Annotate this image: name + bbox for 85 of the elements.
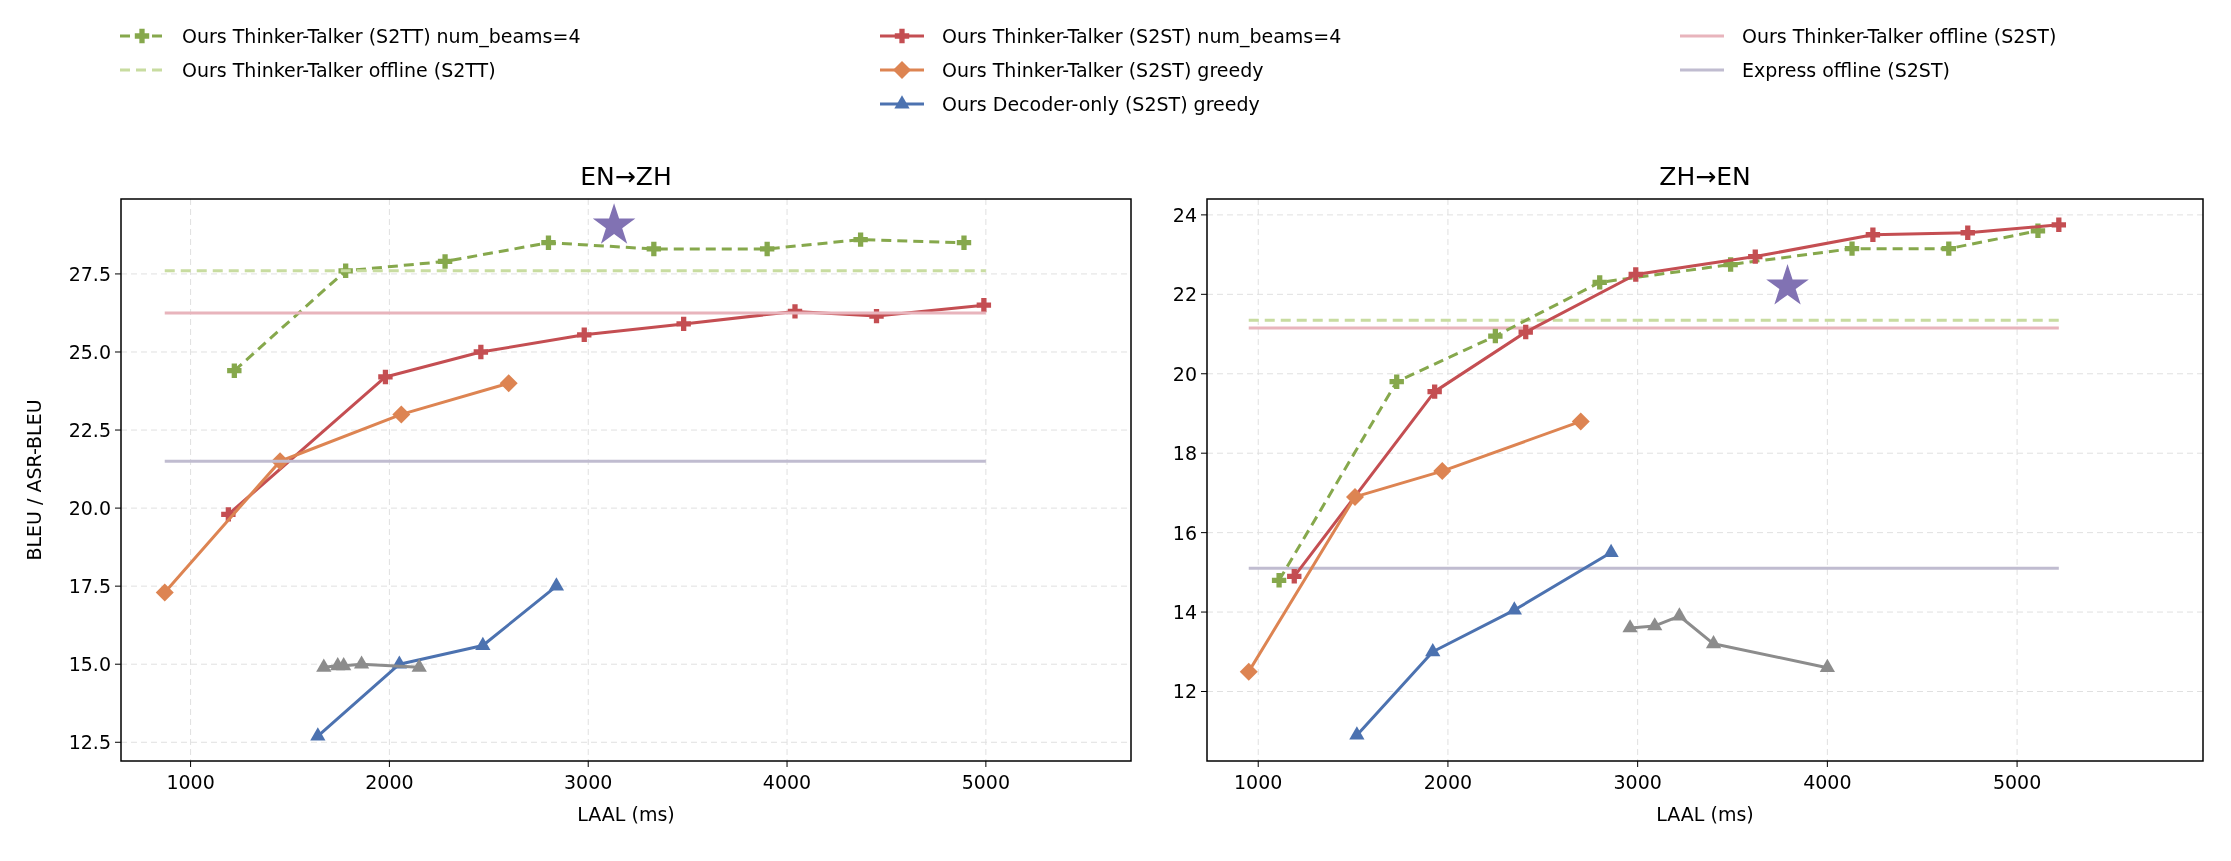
point — [1603, 543, 1619, 557]
point — [1425, 642, 1441, 657]
point — [1705, 635, 1722, 649]
point — [1345, 487, 1364, 506]
point — [1433, 462, 1452, 481]
point — [1865, 227, 1881, 242]
point — [227, 363, 242, 378]
y-tick-label: 18 — [1172, 442, 1197, 465]
point — [548, 577, 565, 591]
y-tick-label: 20 — [1172, 362, 1197, 385]
point — [577, 327, 592, 343]
point — [676, 316, 691, 332]
point — [1844, 241, 1860, 256]
point — [411, 658, 427, 672]
x-tick-label: 4000 — [762, 771, 812, 793]
y-tick-label: 16 — [1172, 521, 1197, 544]
y-tick-label: 14 — [1172, 601, 1197, 624]
x-axis-title: LAAL (ms) — [1656, 803, 1754, 825]
x-axis-title: LAAL (ms) — [577, 803, 675, 825]
point — [1427, 384, 1442, 399]
x-tick-label: 3000 — [1613, 771, 1662, 793]
legend-label: Ours Decoder-only (S2ST) greedy — [942, 93, 1260, 115]
point — [475, 636, 491, 650]
point — [353, 655, 370, 669]
point — [1488, 328, 1503, 344]
point — [1628, 267, 1643, 282]
point — [316, 658, 332, 672]
point — [853, 232, 868, 247]
point — [1960, 225, 1975, 240]
legend-label: Ours Thinker-Talker (S2ST) greedy — [942, 59, 1264, 81]
chart-title: EN→ZH — [580, 162, 672, 191]
y-tick-label: 12 — [1172, 680, 1197, 703]
point — [1819, 658, 1835, 673]
point — [473, 344, 489, 360]
legend-label: Ours Thinker-Talker offline (S2TT) — [182, 59, 496, 81]
point — [1271, 573, 1287, 588]
point — [437, 254, 453, 269]
chart-title: ZH→EN — [1659, 162, 1751, 191]
x-tick-label: 2000 — [1423, 771, 1473, 793]
y-axis-title: BLEU / ASR-BLEU — [23, 399, 45, 561]
point — [1349, 726, 1365, 740]
y-tick-label: 22.5 — [68, 419, 111, 442]
point — [1592, 275, 1607, 290]
point — [976, 297, 992, 313]
x-tick-label: 2000 — [365, 771, 414, 793]
point — [1506, 601, 1522, 615]
legend-label: Ours Thinker-Talker (S2TT) num_beams=4 — [182, 25, 581, 48]
legend-label: Ours Thinker-Talker (S2ST) num_beams=4 — [942, 25, 1342, 48]
y-tick-label: 17.5 — [68, 575, 111, 598]
point — [1748, 249, 1763, 264]
x-tick-label: 5000 — [961, 771, 1011, 793]
point — [1239, 662, 1258, 681]
x-tick-label: 3000 — [564, 771, 613, 793]
y-tick-label: 27.5 — [68, 262, 111, 285]
point — [155, 583, 174, 602]
point — [1287, 569, 1302, 584]
point — [1941, 241, 1956, 256]
legend-label: Express offline (S2ST) — [1742, 59, 1950, 81]
y-tick-label: 25.0 — [68, 340, 111, 363]
y-tick-label: 12.5 — [68, 731, 111, 754]
point — [310, 727, 326, 741]
point — [956, 235, 972, 250]
x-tick-label: 4000 — [1803, 771, 1852, 793]
point — [541, 235, 556, 250]
point — [1389, 374, 1404, 389]
point — [392, 405, 411, 424]
y-tick-label: 24 — [1172, 203, 1197, 226]
point — [646, 241, 662, 257]
x-tick-label: 5000 — [1992, 771, 2042, 793]
point — [759, 241, 775, 257]
x-tick-label: 1000 — [166, 771, 215, 793]
point — [1622, 619, 1638, 633]
legend-label: Ours Thinker-Talker offline (S2ST) — [1742, 25, 2057, 47]
point — [1671, 607, 1688, 621]
x-tick-label: 1000 — [1234, 771, 1283, 793]
y-tick-label: 20.0 — [68, 497, 111, 520]
point — [378, 369, 393, 385]
y-tick-label: 22 — [1172, 283, 1197, 306]
point — [336, 656, 352, 671]
point — [1647, 617, 1663, 631]
point — [1571, 412, 1590, 431]
point — [499, 374, 518, 393]
point — [2051, 217, 2067, 233]
point — [1518, 324, 1533, 340]
y-tick-label: 15.0 — [68, 653, 111, 676]
